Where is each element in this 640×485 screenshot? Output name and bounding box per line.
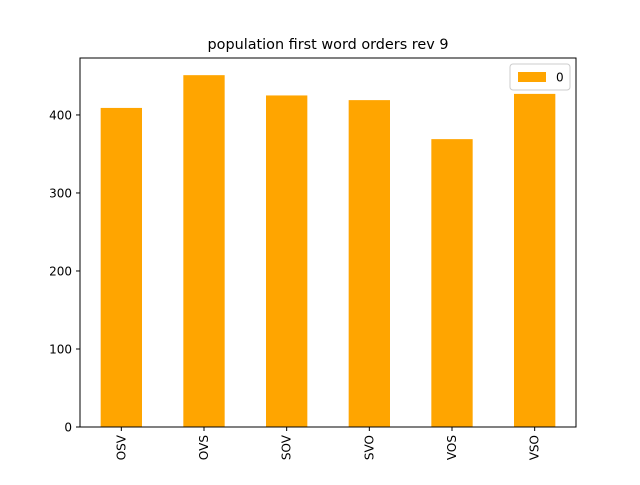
bars-layer: [100, 75, 556, 428]
y-tick-label: 100: [49, 342, 72, 356]
bar-ovs: [183, 75, 225, 428]
y-tick-label: 200: [49, 264, 72, 278]
y-tick-label: 0: [64, 421, 72, 435]
x-tick-label: VOS: [445, 435, 459, 460]
axes-layer: 0 100 200 300 400 OSV OVS SOV SVO VOS VSO: [49, 57, 577, 460]
x-tick-label: OVS: [197, 435, 211, 460]
x-tick-label: SOV: [280, 434, 294, 460]
legend-label: 0: [556, 71, 564, 85]
legend-swatch: [518, 72, 546, 82]
y-tick-label: 400: [49, 108, 72, 122]
x-tick-label: VSO: [528, 435, 542, 460]
bar-osv: [100, 107, 142, 428]
bar-vso: [514, 93, 556, 427]
x-tick-label: SVO: [362, 435, 376, 460]
chart-title: population first word orders rev 9: [208, 37, 449, 53]
bar-vos: [431, 139, 473, 428]
legend: 0: [509, 63, 571, 91]
x-tick-label: OSV: [114, 434, 128, 460]
y-tick-label: 300: [49, 186, 72, 200]
bar-svo: [348, 100, 390, 428]
plot-frame: [79, 57, 577, 428]
bar-sov: [266, 95, 308, 427]
